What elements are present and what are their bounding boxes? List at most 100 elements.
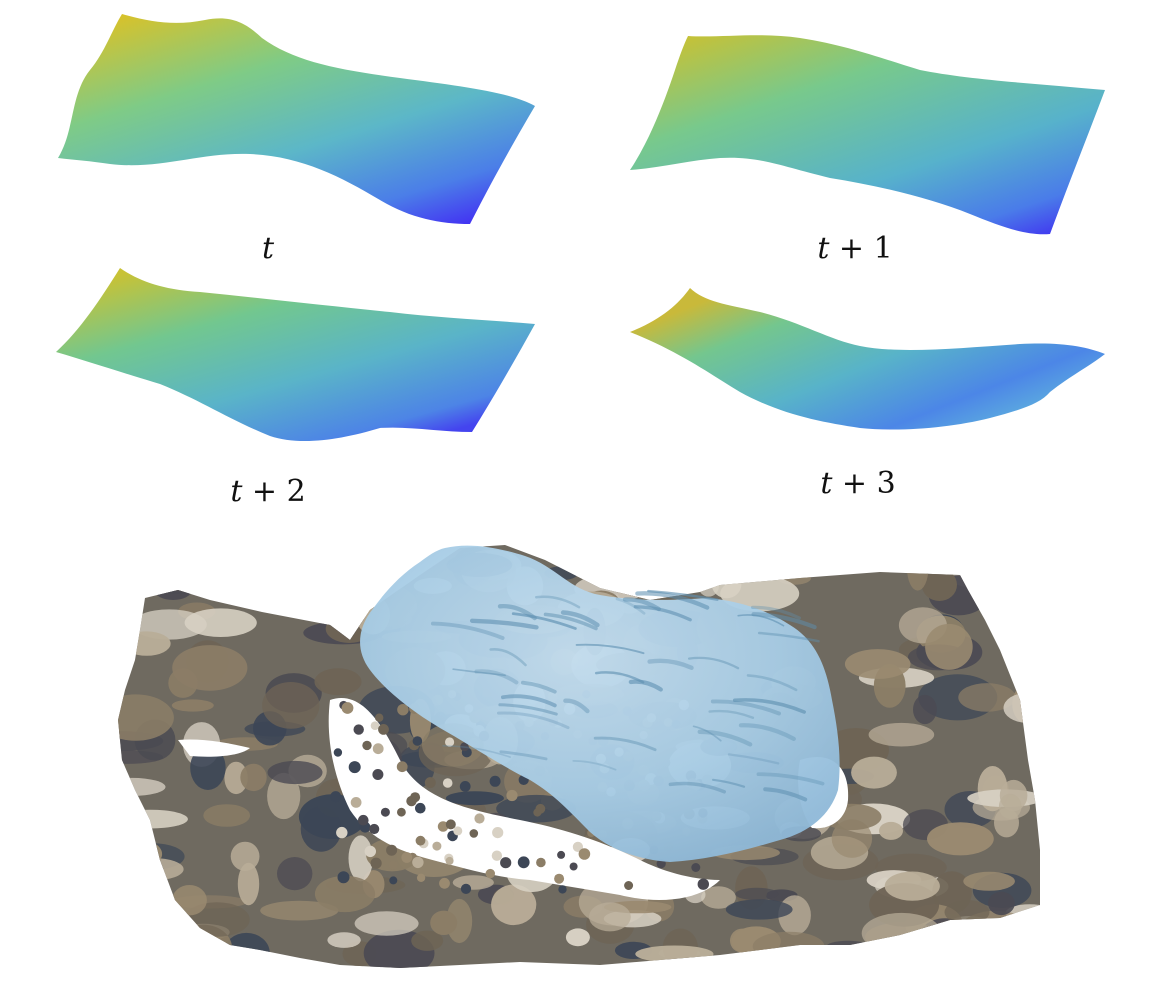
- riverbed-stone: [171, 699, 214, 712]
- cloud-point: [442, 778, 453, 788]
- riverbed-stone: [346, 579, 381, 595]
- cloud-point: [416, 873, 426, 882]
- water-streak: [497, 711, 570, 730]
- riverbed-stone: [491, 884, 537, 926]
- riverbed-stone: [879, 821, 903, 840]
- cloud-point: [557, 850, 566, 859]
- riverbed-stone: [623, 566, 677, 580]
- riverbed-stone: [203, 804, 251, 827]
- frame-label-t-plus-1: t + 1: [817, 234, 892, 264]
- cloud-point: [569, 862, 578, 871]
- cloud-point: [453, 826, 463, 836]
- water-streak: [593, 736, 657, 752]
- riverbed-stone: [354, 911, 419, 936]
- cloud-point: [460, 883, 472, 895]
- riverbed-stone: [172, 885, 207, 916]
- riverbed-stone: [446, 898, 473, 944]
- cloud-point: [697, 878, 709, 890]
- water-streak: [501, 694, 557, 708]
- riverbed-reconstruction: [118, 545, 1040, 968]
- water-streak: [469, 618, 539, 630]
- cloud-point: [485, 868, 495, 879]
- water-streak: [738, 723, 796, 741]
- cloud-point: [412, 856, 424, 869]
- water-streak: [430, 621, 505, 640]
- cloud-point: [432, 841, 442, 851]
- riverbed-stone: [725, 899, 793, 920]
- cloud-point: [370, 721, 380, 730]
- riverbed-stone: [906, 941, 949, 959]
- frame-label-var: t: [817, 231, 830, 266]
- riverbed-stone: [314, 875, 376, 913]
- riverbed-stone: [726, 951, 781, 968]
- cloud-point: [412, 736, 423, 746]
- cloud-point: [489, 775, 501, 787]
- cloud-point: [424, 777, 436, 789]
- cloud-point: [445, 819, 456, 830]
- cloud-point: [578, 848, 591, 860]
- riverbed-stone: [958, 683, 1016, 712]
- water-streak: [710, 699, 781, 716]
- riverbed-stone: [944, 900, 990, 925]
- water-streak: [442, 745, 511, 758]
- water-streak: [756, 772, 825, 786]
- water-streak: [499, 750, 548, 761]
- water-streak: [563, 698, 590, 714]
- riverbed-stone: [230, 841, 260, 871]
- cloud-point: [353, 724, 364, 735]
- cloud-point: [337, 871, 350, 884]
- water-streak: [633, 605, 692, 622]
- water-streak: [594, 671, 645, 684]
- riverbed-stone: [752, 931, 825, 961]
- water-streak: [615, 597, 646, 615]
- water-streak: [757, 631, 820, 643]
- cloud-point: [474, 813, 485, 824]
- cloud-point: [364, 845, 376, 858]
- riverbed-stone: [844, 649, 911, 679]
- surface-mesh: [630, 35, 1105, 235]
- riverbed-stone: [868, 722, 935, 747]
- cloud-point: [691, 863, 701, 872]
- riverbed-stone: [258, 955, 295, 968]
- water-streak: [746, 674, 798, 692]
- riverbed-stone: [262, 682, 320, 729]
- cloud-point: [386, 844, 398, 856]
- riverbed-stone: [122, 631, 171, 656]
- riverbed-stone: [154, 580, 192, 600]
- riverbed-stone: [921, 568, 958, 601]
- riverbed-stone: [720, 575, 800, 612]
- riverbed-stone: [327, 932, 361, 948]
- water-streak: [732, 698, 806, 714]
- riverbed-stone: [907, 545, 929, 591]
- cloud-point: [388, 860, 398, 870]
- cloud-point: [401, 852, 413, 863]
- riverbed-stone: [118, 694, 174, 741]
- cloud-point: [380, 807, 390, 817]
- riverbed-stone: [988, 891, 1015, 916]
- cloud-point: [372, 769, 384, 780]
- frame-label-var: t: [261, 231, 275, 266]
- water-streak: [543, 612, 598, 631]
- point-cloud-gap: [178, 739, 250, 757]
- riverbed-stone: [657, 576, 708, 589]
- riverbed-stone: [635, 945, 714, 963]
- riverbed-stone: [314, 668, 362, 696]
- cloud-point: [333, 748, 343, 757]
- riverbed-stone: [589, 902, 631, 932]
- riverbed-stone: [831, 953, 909, 968]
- riverbed-stone: [711, 955, 784, 968]
- cloud-point: [375, 713, 384, 722]
- cloud-point: [459, 781, 471, 792]
- riverbed-stone: [321, 578, 364, 602]
- cloud-point: [492, 827, 504, 839]
- frame-label-t: t: [262, 234, 274, 264]
- riverbed-stone: [190, 745, 226, 790]
- riverbed-stone: [224, 761, 248, 795]
- cloud-point: [370, 857, 382, 869]
- water-streak: [692, 725, 722, 742]
- riverbed-stone: [237, 862, 260, 906]
- water-streak: [452, 668, 506, 677]
- water-streak: [751, 605, 801, 620]
- riverbed-stone: [277, 857, 313, 891]
- riverbed-stone: [144, 563, 216, 595]
